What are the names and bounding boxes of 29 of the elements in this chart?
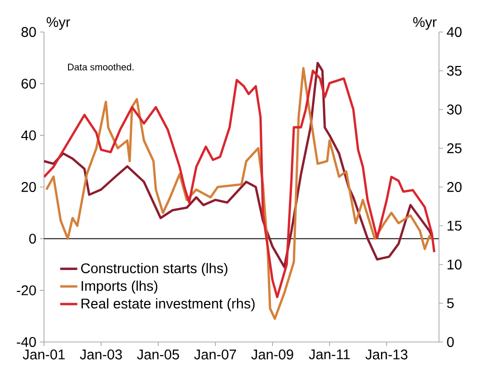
annotation: Data smoothed. — [68, 63, 134, 70]
y2-axis-title: %yr — [413, 17, 437, 30]
y-tick-label: 0 — [29, 234, 36, 244]
y2-tick-label: 25 — [447, 143, 462, 154]
y2-tick-label: 15 — [448, 220, 462, 231]
x-tick-label: Jan-01 — [22, 350, 65, 360]
x-tick-label: Jan-05 — [137, 350, 180, 360]
y-tick-label: 20 — [22, 182, 36, 192]
y2-tick-label: 0 — [447, 337, 454, 347]
x-tick-label: Jan-09 — [251, 350, 294, 360]
y2-tick-label: 20 — [447, 182, 462, 192]
y-tick-label: 80 — [22, 27, 36, 37]
y-tick-label: -20 — [16, 285, 36, 296]
y2-tick-label: 35 — [447, 66, 462, 76]
y2-tick-label: 30 — [447, 104, 462, 114]
x-tick-label: Jan-07 — [194, 350, 236, 360]
x-tick-label: Jan-13 — [365, 350, 408, 360]
legend-label: Construction starts (lhs) — [81, 262, 228, 276]
y2-tick-label: 40 — [446, 27, 462, 37]
y-tick-label: -40 — [16, 337, 36, 347]
y-tick-label: 40 — [21, 130, 36, 140]
legend-label: Real estate investment (rhs) — [82, 298, 255, 312]
y-axis-title: %yr — [46, 17, 70, 30]
legend-label: Imports (lhs) — [82, 280, 158, 294]
y2-tick-label: 5 — [447, 298, 454, 308]
x-tick-label: Jan-11 — [308, 350, 350, 360]
y-tick-label: 60 — [22, 78, 36, 89]
x-tick-label: Jan-03 — [80, 350, 122, 360]
y2-tick-label: 10 — [448, 260, 462, 270]
